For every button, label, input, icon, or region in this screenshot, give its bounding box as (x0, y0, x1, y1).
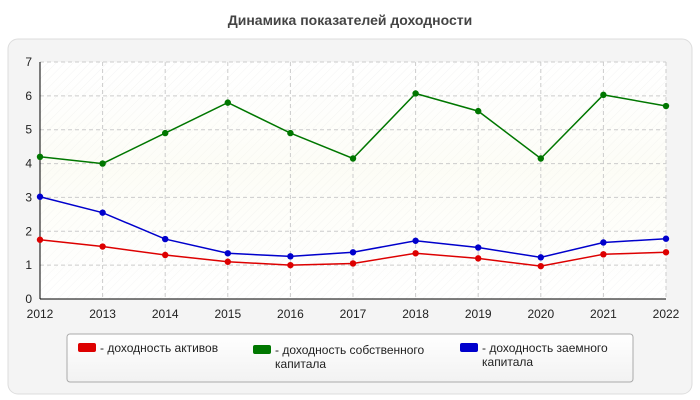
x-tick-label: 2016 (277, 307, 304, 321)
series-point (662, 249, 670, 256)
series-point (99, 209, 106, 216)
series-point (600, 251, 607, 258)
series-point (412, 237, 419, 244)
series-point (537, 155, 544, 162)
legend-swatch-2 (253, 345, 271, 354)
y-tick-label: 6 (25, 89, 32, 103)
series-point (287, 261, 294, 269)
series-point (349, 155, 357, 162)
series-point (537, 254, 544, 261)
series-point (99, 243, 106, 250)
legend-box (66, 333, 634, 383)
y-tick-label: 4 (25, 157, 32, 171)
x-tick-label: 2019 (465, 307, 492, 321)
legend-swatch-3 (460, 343, 478, 352)
legend-label-1: - доходность активов (100, 341, 218, 355)
y-tick-label: 3 (25, 190, 32, 204)
legend: - доходность активов - доходность собстве… (66, 333, 634, 383)
axes (39, 62, 666, 300)
series-point (162, 235, 169, 243)
x-tick-label: 2015 (214, 307, 241, 321)
series-point (662, 235, 670, 242)
x-tick-label: 2022 (653, 307, 680, 321)
series-point (36, 236, 44, 243)
y-tick-label: 0 (25, 292, 32, 306)
chart-title: Динамика показателей доходности (228, 12, 473, 28)
series-point (349, 260, 357, 267)
series-point (224, 99, 231, 106)
x-tick-label: 2012 (27, 307, 54, 321)
x-tick-label: 2013 (89, 307, 116, 321)
series (36, 90, 670, 270)
series-point (662, 102, 670, 110)
x-tick-label: 2021 (590, 307, 617, 321)
series-point (475, 255, 482, 262)
series-point (287, 253, 294, 260)
x-tick-label: 2017 (340, 307, 367, 321)
y-tick-label: 7 (25, 55, 32, 69)
series-point (600, 91, 607, 99)
series-point (412, 90, 419, 97)
series-point (537, 262, 544, 270)
legend-label-3: - доходность заемного капитала (482, 341, 608, 369)
y-tick-label: 2 (25, 224, 32, 238)
x-tick-label: 2014 (152, 307, 179, 321)
tick-labels: 0 1 2 3 4 5 6 7 2012 2013 2014 2015 2016 2017 2018 2019… (25, 55, 679, 321)
legend-label-2: - доходность собственного капитала (275, 343, 425, 371)
x-tick-label: 2020 (527, 307, 554, 321)
series-point (36, 193, 44, 200)
series-point (412, 250, 419, 257)
y-tick-label: 5 (25, 123, 32, 137)
series-point (162, 129, 169, 137)
series-point (287, 129, 294, 137)
series-point (475, 107, 482, 115)
series-point (600, 239, 607, 246)
series-point (349, 249, 357, 256)
series-point (162, 251, 169, 259)
x-tick-label: 2018 (402, 307, 429, 321)
series-point (475, 244, 482, 251)
series-point (224, 258, 231, 265)
series-point (224, 250, 231, 257)
y-tick-label: 1 (25, 258, 32, 272)
legend-swatch-1 (78, 343, 96, 352)
series-point (36, 153, 44, 160)
series-point (99, 160, 106, 167)
